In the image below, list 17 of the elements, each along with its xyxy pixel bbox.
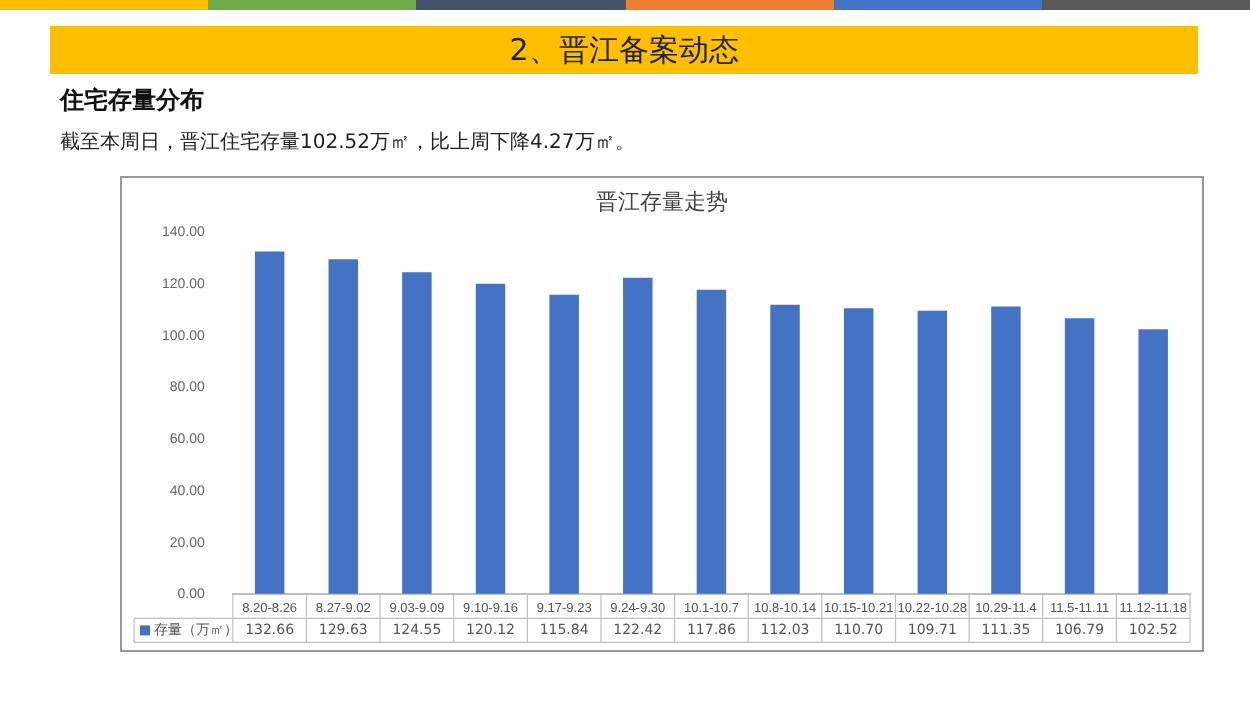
bar: [991, 306, 1021, 595]
bar: [1064, 318, 1095, 595]
bar: [843, 308, 874, 595]
bar: [549, 294, 579, 595]
bar: [770, 304, 800, 595]
bar: [917, 310, 948, 595]
bar: [1138, 329, 1168, 595]
text: 2、晋江备案动态: [50, 26, 1198, 74]
bar: [254, 251, 285, 595]
bar: [328, 259, 358, 595]
bar: [623, 277, 653, 595]
bar: [402, 272, 432, 595]
bar: [696, 289, 727, 595]
chart-subtitle: 住宅存量分布: [60, 84, 204, 118]
bar: [475, 283, 506, 595]
text: 截至本周日，晋江住宅存量102.52万㎡，比上周下降4.27万㎡。: [60, 129, 635, 156]
chart-title: 晋江存量走势: [596, 188, 728, 215]
